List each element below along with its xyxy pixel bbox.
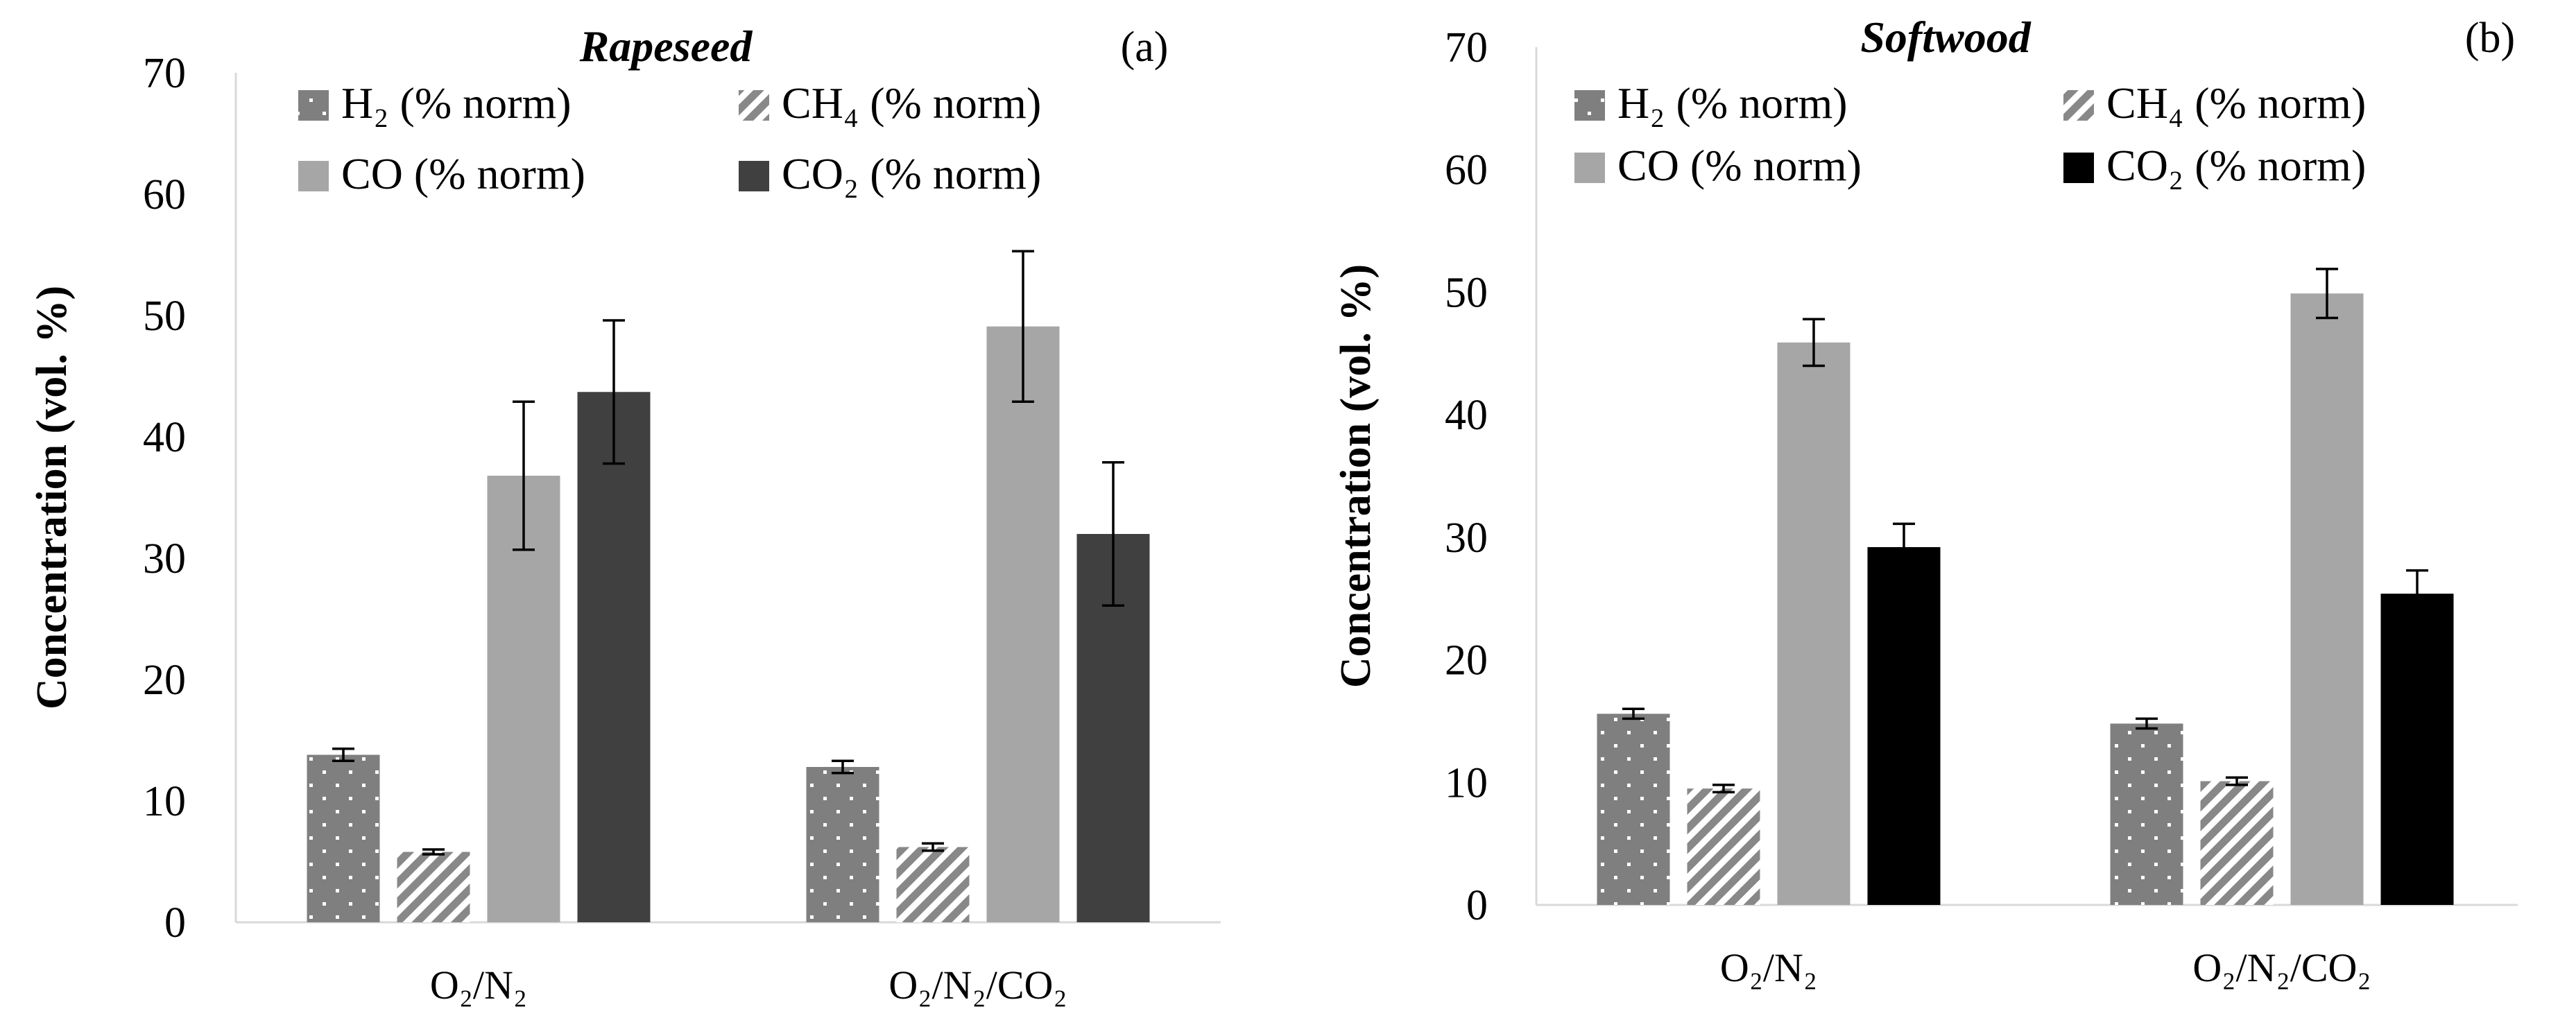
legend-swatch: [739, 161, 769, 191]
panel-title: Softwood: [1860, 12, 2031, 62]
x-category-label: O₂/N₂/CO₂: [888, 962, 1067, 1008]
chart-panel-a: 0 10 20 30 40 50 60 70 Concentration (vol. %) Rap…: [28, 21, 1221, 1008]
bar: [2110, 723, 2183, 905]
y-tick-label: 60: [1445, 147, 1488, 194]
y-tick-label: 40: [1445, 392, 1488, 439]
bar: [1867, 546, 1941, 905]
legend-label: CO₂ (% norm): [782, 149, 1041, 198]
bar: [986, 326, 1060, 922]
error-bar: [2226, 776, 2248, 786]
y-tick-label: 70: [1445, 24, 1488, 71]
bar: [307, 754, 380, 922]
y-tick-label: 0: [1466, 882, 1488, 929]
bar: [806, 767, 879, 922]
error-bar: [332, 748, 354, 762]
error-bar: [1803, 318, 1825, 368]
legend-label: CO (% norm): [341, 149, 585, 198]
legend-label: CH₄ (% norm): [782, 78, 1041, 128]
error-bar: [603, 319, 625, 465]
y-tick-label: 30: [1445, 515, 1488, 562]
x-category-label: O₂/N₂/CO₂: [2192, 945, 2371, 990]
error-bar: [2406, 569, 2428, 619]
panel-title: Rapeseed: [579, 21, 753, 71]
y-tick-label: 60: [143, 171, 186, 218]
legend-swatch: [1574, 90, 1605, 121]
bar: [1597, 714, 1670, 905]
y-tick-label: 0: [164, 899, 186, 947]
y-tick-label: 30: [143, 535, 186, 582]
bar: [577, 392, 651, 922]
bar: [2380, 594, 2454, 905]
legend-label: H₂ (% norm): [1617, 78, 1848, 128]
bar: [896, 847, 970, 922]
bar: [1777, 342, 1851, 905]
legend-label: H₂ (% norm): [341, 78, 572, 128]
x-category-label: O₂/N₂: [1720, 945, 1817, 990]
legend-swatch: [1574, 153, 1605, 183]
panel-tag: (a): [1121, 24, 1169, 71]
x-category-label: O₂/N₂: [430, 962, 527, 1008]
legend-label: CO (% norm): [1617, 141, 1862, 190]
y-tick-label: 50: [143, 293, 186, 340]
legend-swatch: [2063, 90, 2094, 121]
error-bar: [513, 400, 535, 551]
legend-swatch: [298, 90, 329, 121]
y-axis-title: Concentration (vol. %): [1332, 264, 1380, 688]
error-bar: [832, 759, 854, 775]
bar: [1687, 788, 1760, 905]
y-tick-label: 10: [1445, 759, 1488, 806]
bar: [397, 852, 470, 922]
error-bar: [1712, 784, 1735, 794]
y-tick-label: 10: [143, 778, 186, 825]
y-tick-label: 40: [143, 414, 186, 461]
legend-swatch: [739, 90, 769, 121]
error-bar: [1102, 461, 1124, 607]
y-tick-label: 20: [1445, 637, 1488, 684]
legend-label: CO₂ (% norm): [2106, 141, 2366, 190]
legend-label: CH₄ (% norm): [2106, 78, 2366, 128]
panel-tag: (b): [2465, 15, 2515, 62]
y-tick-label: 70: [143, 50, 186, 97]
bar: [2290, 293, 2364, 906]
legend-swatch: [298, 161, 329, 191]
error-bar: [1012, 250, 1034, 403]
error-bar: [1622, 707, 1645, 720]
legend-swatch: [2063, 153, 2094, 183]
y-tick-label: 20: [143, 657, 186, 704]
error-bar: [1893, 522, 1915, 572]
error-bar: [2316, 268, 2338, 320]
y-tick-label: 50: [1445, 269, 1488, 316]
chart-panel-b: 0 10 20 30 40 50 60 70 Concentration (vol. %) Sof…: [1332, 12, 2518, 990]
error-bar: [922, 842, 944, 852]
y-axis-title: Concentration (vol. %): [28, 286, 76, 709]
bar: [2200, 781, 2274, 905]
error-bar: [422, 848, 445, 856]
error-bar: [2136, 717, 2158, 730]
